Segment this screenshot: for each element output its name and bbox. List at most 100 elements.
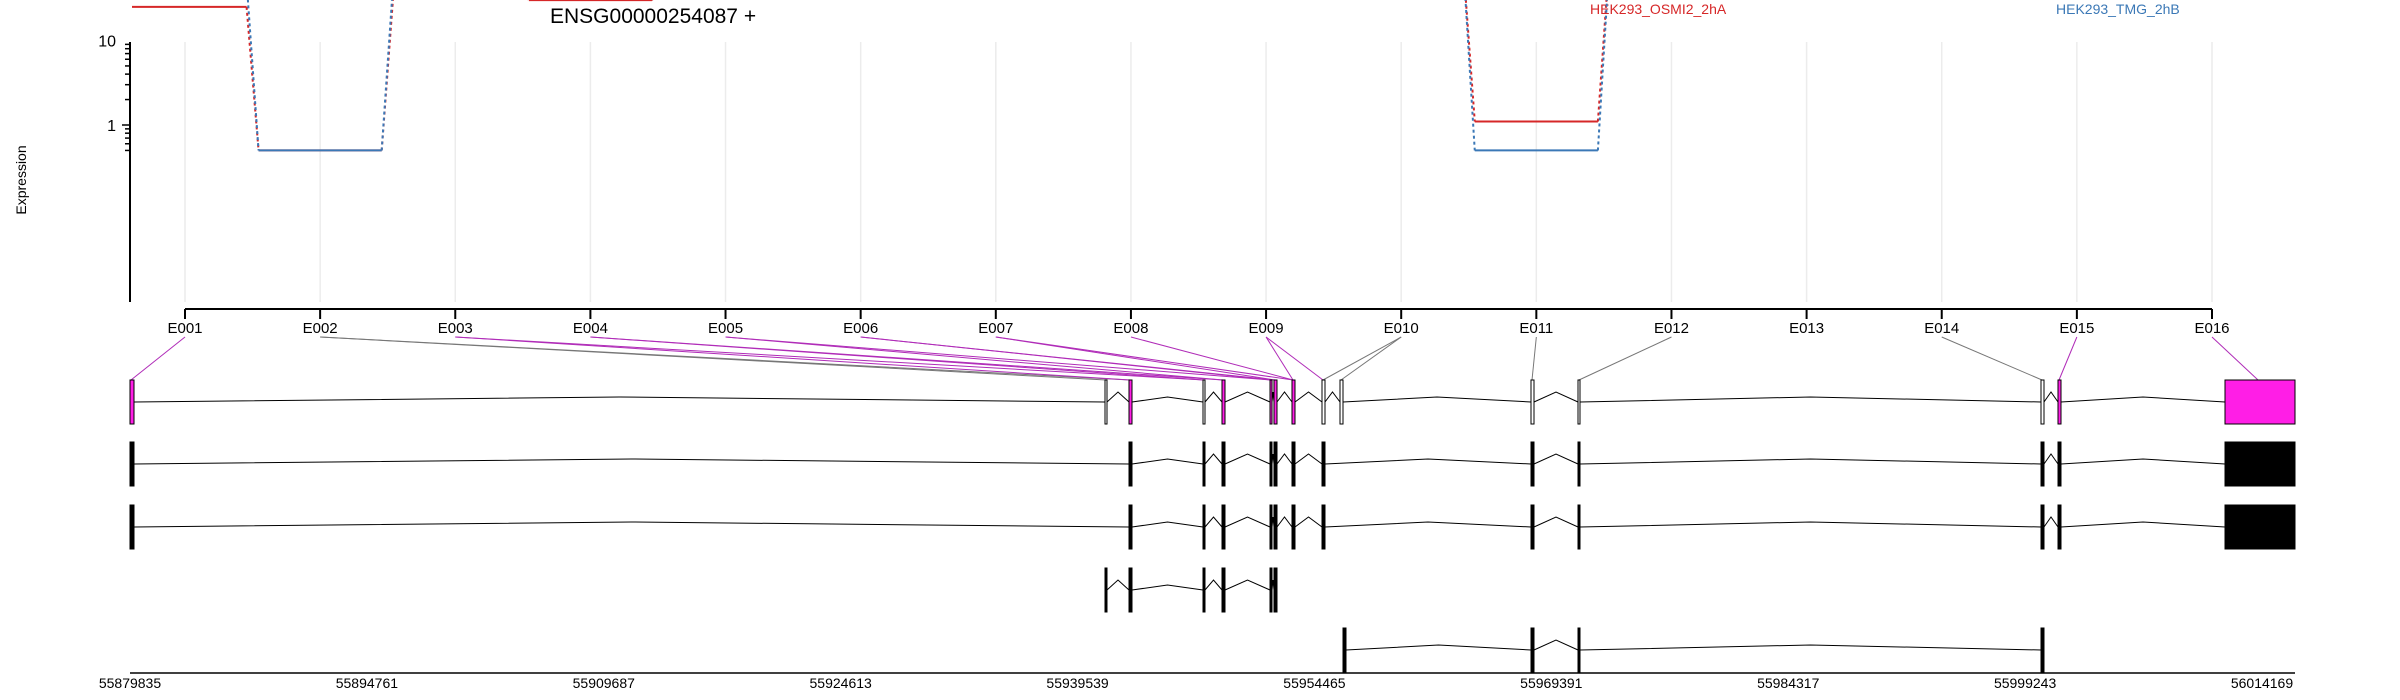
intron [2043,516,2059,528]
exon [1128,567,1133,613]
intron [1342,396,1532,403]
intron [1131,521,1204,528]
exon [2040,441,2045,487]
exon [1273,379,1278,425]
exon-connector [1322,336,1402,381]
exon [1342,627,1347,673]
intron [2060,521,2226,528]
transcript-tracks [129,379,2296,673]
x-tick-label: E013 [1789,320,1824,337]
exon [1273,567,1278,613]
exon-connector [590,336,1224,381]
genomic-tick-label: 55894761 [336,675,399,691]
intron [1324,521,1532,528]
intron [1533,639,1579,651]
exon-connectors [130,336,2259,381]
exon [1202,567,1206,613]
exon [1291,441,1296,487]
chart-title: ENSG00000254087 + [550,5,756,28]
exon [2057,504,2062,550]
exon [2224,504,2296,550]
series-tmg [246,0,1609,152]
x-tick-label: E015 [2059,320,2094,337]
intron [133,521,1130,528]
exon [1321,504,1326,550]
exon [1530,379,1535,425]
exon [1269,441,1273,487]
exon-connector [1531,336,1537,381]
exon [1128,379,1133,425]
exon [1221,441,1226,487]
intron [1131,584,1204,591]
exon [1269,379,1273,425]
series-osmi2 [132,0,1608,152]
transcript-4 [1342,627,2045,673]
x-tick-label: E014 [1924,320,1959,337]
intron [133,396,1106,403]
x-tick-label: E001 [167,320,202,337]
exon [2057,441,2062,487]
exon-connector [455,336,1205,381]
intron [1533,391,1579,403]
intron [2043,391,2059,403]
exon [1530,504,1535,550]
intron [1106,391,1130,403]
legend-entry-osmi2: HEK293_OSMI2_2hA [1590,1,1727,17]
exon [1321,379,1326,425]
series-connector [380,0,394,151]
genomic-tick-label: 55999243 [1994,675,2057,691]
exon [1577,441,1581,487]
genomic-axis: 55879835 55894761 55909687 55924613 55939539… [99,672,2295,691]
exon [1202,379,1206,425]
intron [1324,391,1341,403]
exon [129,441,135,487]
x-tick-label: E006 [843,320,878,337]
exon [1202,441,1206,487]
genomic-tick-label: 55954465 [1283,675,1346,691]
series-connector [380,0,393,151]
exon [1104,567,1108,613]
intron [1533,516,1579,528]
genomic-tick-label: 56014169 [2231,675,2294,691]
exon [2040,379,2045,425]
exon [2040,627,2045,673]
genomic-tick-label: 55984317 [1757,675,1820,691]
intron [2043,453,2059,465]
exon [1291,504,1296,550]
transcript-annotation [129,379,2296,425]
exon-connector [1941,336,2043,381]
x-tick-label: E008 [1113,320,1148,337]
grid-lines [184,42,2213,302]
intron [1224,579,1271,591]
exon [1273,504,1278,550]
genomic-tick-label: 55924613 [810,675,873,691]
exon-connector [1578,336,1672,381]
exon-connector [725,336,1272,381]
exon [2224,441,2296,487]
intron [1106,579,1130,591]
intron [1131,458,1204,465]
genomic-tick-label: 55939539 [1046,675,1109,691]
exon [129,504,135,550]
x-tick-label: E003 [438,320,473,337]
intron [1224,516,1271,528]
exon-connector [2211,336,2259,381]
exon [2057,379,2062,425]
intron [1204,579,1223,591]
intron [1294,516,1323,528]
exon [1202,504,1206,550]
exon [1577,379,1581,425]
exon [2040,504,2045,550]
y-tick-label: 1 [107,118,116,135]
transcript-1 [129,441,2296,487]
exon [1104,379,1108,425]
series-connector [246,0,260,151]
x-tick-label: E010 [1384,320,1419,337]
intron [1276,391,1293,403]
intron [1204,516,1223,528]
exon-connector [320,336,1131,381]
exon [1128,504,1133,550]
x-axis: E001 E002 E003 E004 E005 E006 E007 E008 E009 E010… [167,308,2230,337]
series-connector [1596,0,1608,122]
